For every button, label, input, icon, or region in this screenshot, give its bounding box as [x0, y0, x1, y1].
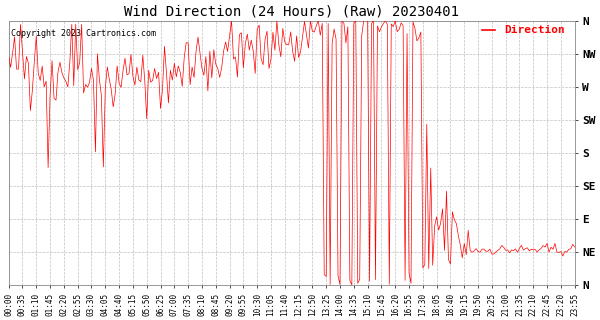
- Legend: Direction: Direction: [477, 21, 569, 40]
- Title: Wind Direction (24 Hours) (Raw) 20230401: Wind Direction (24 Hours) (Raw) 20230401: [124, 4, 459, 18]
- Text: Copyright 2023 Cartronics.com: Copyright 2023 Cartronics.com: [11, 29, 157, 38]
